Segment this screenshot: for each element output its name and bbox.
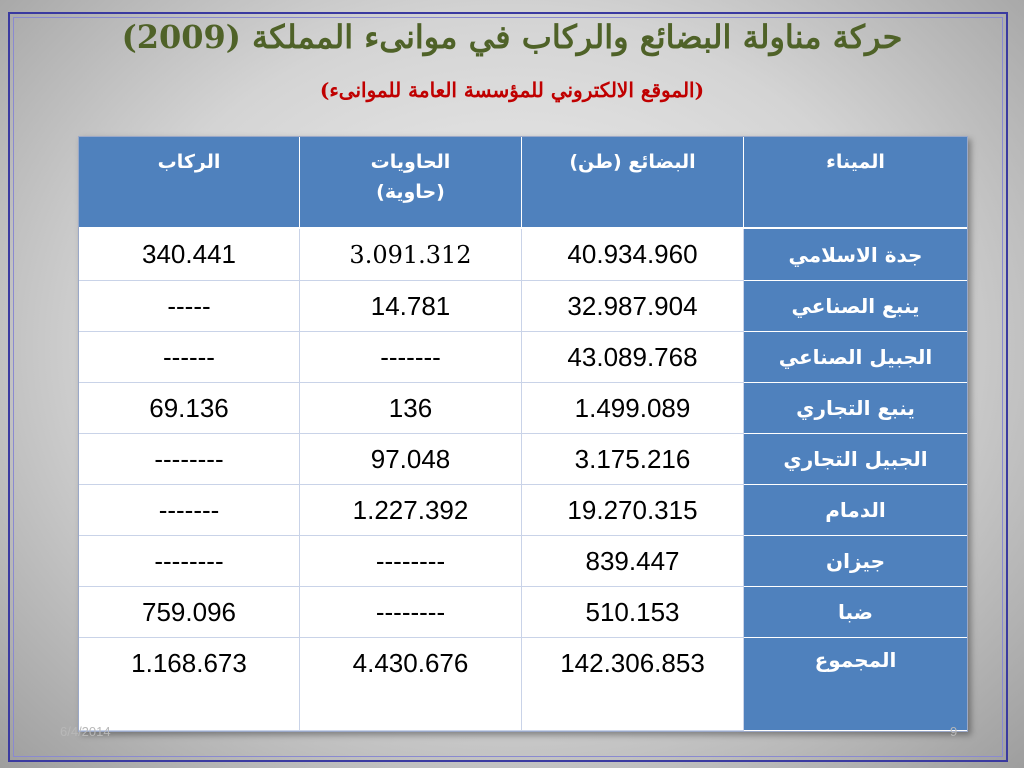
cell-port: جدة الاسلامي	[744, 229, 967, 281]
header-containers: الحاويات (حاوية)	[300, 137, 522, 229]
slide-frame-inner	[13, 17, 1003, 757]
cell-cargo: 1.499.089	[522, 383, 744, 434]
cell-containers: 4.430.676	[300, 638, 522, 731]
cell-containers: 1.227.392	[300, 485, 522, 536]
header-passengers: الركاب	[79, 137, 300, 229]
cell-port: المجموع	[744, 638, 967, 731]
header-cargo: البضائع (طن)	[522, 137, 744, 229]
cell-port: ضبا	[744, 587, 967, 638]
slide-subtitle: (الموقع الالكتروني للمؤسسة العامة للموان…	[319, 78, 705, 102]
cell-passengers: --------	[79, 434, 300, 485]
cell-cargo: 839.447	[522, 536, 744, 587]
cell-passengers: ------	[79, 332, 300, 383]
cell-cargo: 3.175.216	[522, 434, 744, 485]
cell-port: الجبيل التجاري	[744, 434, 967, 485]
cell-containers: 97.048	[300, 434, 522, 485]
ports-table: الركاب الحاويات (حاوية) البضائع (طن) الم…	[78, 136, 968, 732]
footer-date: 6/4/2014	[60, 724, 111, 739]
cell-containers: --------	[300, 536, 522, 587]
cell-passengers: 340.441	[79, 229, 300, 281]
cell-passengers: --------	[79, 536, 300, 587]
cell-cargo: 43.089.768	[522, 332, 744, 383]
cell-cargo: 40.934.960	[522, 229, 744, 281]
cell-port: ينبع التجاري	[744, 383, 967, 434]
cell-cargo: 32.987.904	[522, 281, 744, 332]
cell-passengers: 69.136	[79, 383, 300, 434]
slide-frame-outer	[8, 12, 1008, 762]
cell-containers: 3.091.312	[300, 229, 522, 281]
cell-passengers: -----	[79, 281, 300, 332]
slide-title: حركة مناولة البضائع والركاب في موانىء ال…	[121, 18, 903, 56]
cell-passengers: 1.168.673	[79, 638, 300, 731]
cell-passengers: 759.096	[79, 587, 300, 638]
cell-containers: --------	[300, 587, 522, 638]
cell-cargo: 142.306.853	[522, 638, 744, 731]
cell-passengers: -------	[79, 485, 300, 536]
cell-containers: -------	[300, 332, 522, 383]
cell-port: الدمام	[744, 485, 967, 536]
cell-port: ينبع الصناعي	[744, 281, 967, 332]
cell-port: جيزان	[744, 536, 967, 587]
cell-containers: 14.781	[300, 281, 522, 332]
slide-number: 9	[950, 724, 958, 739]
cell-cargo: 19.270.315	[522, 485, 744, 536]
cell-port: الجبيل الصناعي	[744, 332, 967, 383]
cell-cargo: 510.153	[522, 587, 744, 638]
cell-containers: 136	[300, 383, 522, 434]
header-port: الميناء	[744, 137, 967, 229]
